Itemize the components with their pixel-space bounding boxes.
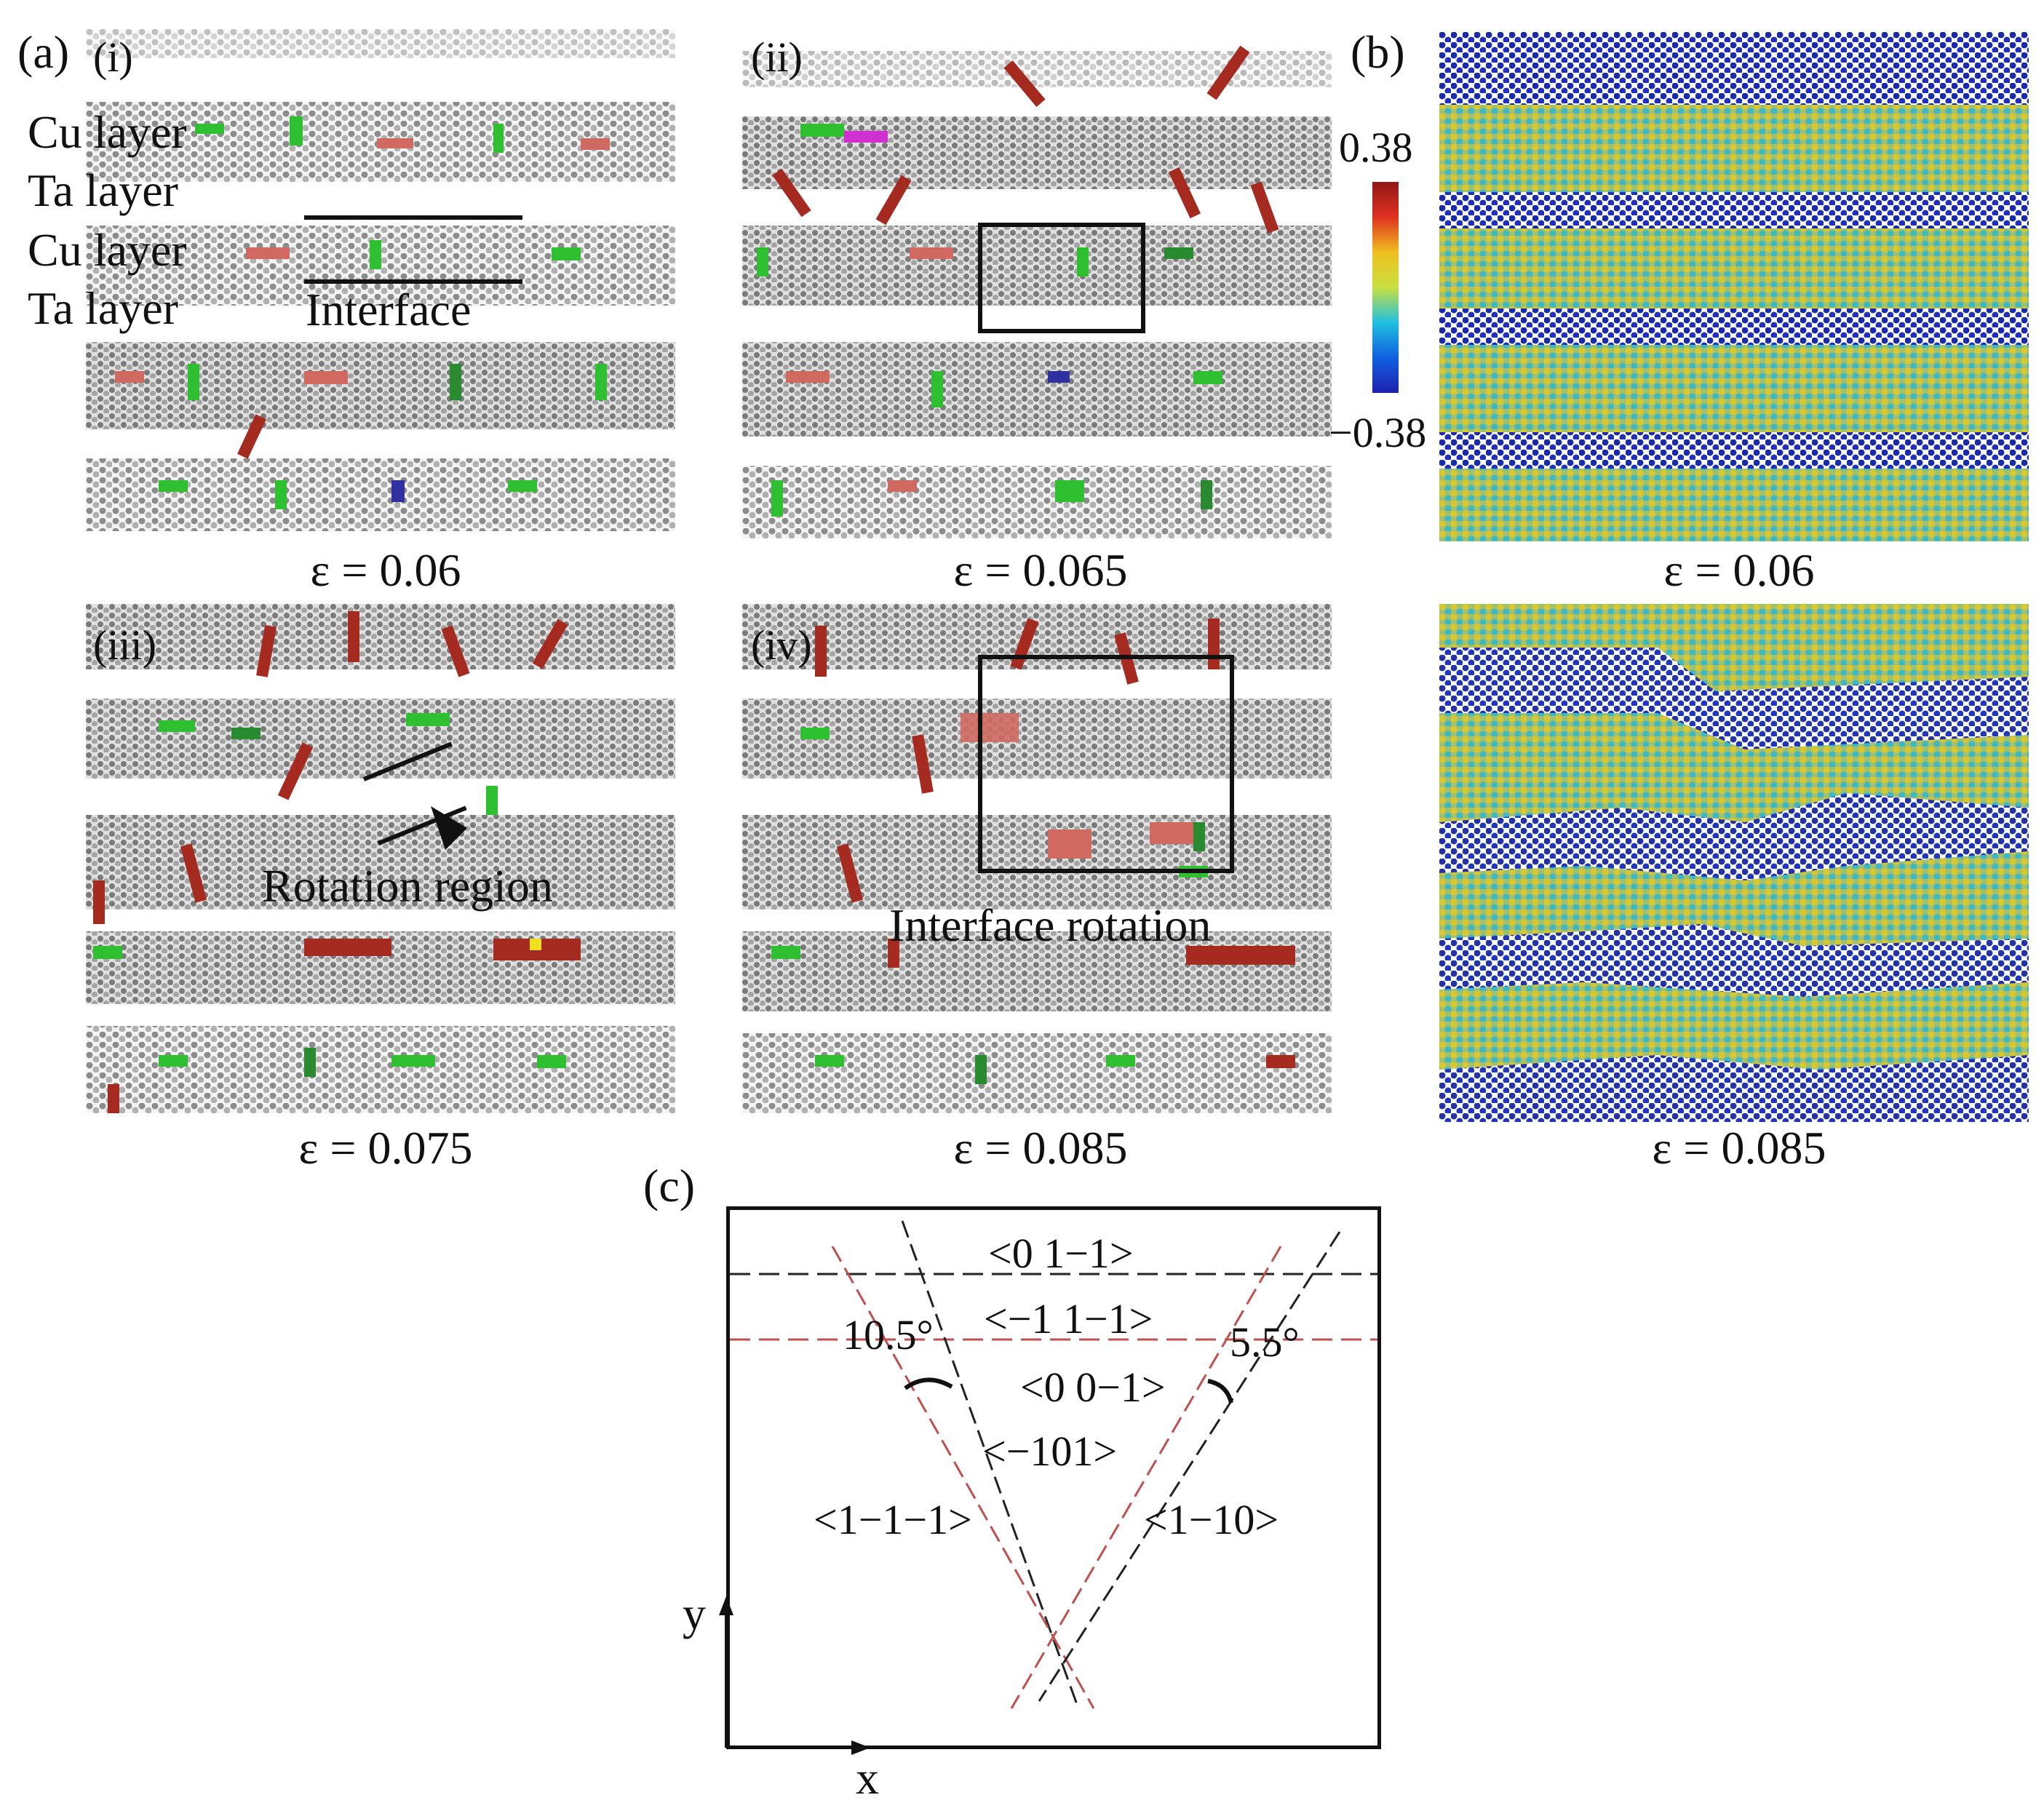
atom-layers-i <box>86 29 675 531</box>
dir-label-00m1: <0 0−1> <box>1020 1364 1166 1411</box>
strain-caption-ii: ε = 0.065 <box>953 544 1128 596</box>
defect-segments-i <box>115 116 610 509</box>
strain-map-bottom-layers <box>1439 604 2029 1122</box>
sub-label-ii: (ii) <box>751 33 803 81</box>
sub-label-iv: (iv) <box>751 621 812 669</box>
sub-label-i: (i) <box>93 33 133 81</box>
panel-b-letter: (b) <box>1351 26 1405 78</box>
dir-label-m101: <−101> <box>982 1428 1118 1475</box>
rotation-arrow <box>431 806 467 850</box>
colorbar-max-label: 0.38 <box>1339 124 1413 171</box>
colorbar <box>1372 182 1399 393</box>
interface-rotation-label: Interface rotation <box>889 899 1212 951</box>
atom-layers-ii <box>742 45 1332 538</box>
md-snapshot-iii <box>86 604 675 1121</box>
interface-label: Interface <box>306 284 472 335</box>
cu-layer-label-1: Cu layer <box>28 106 187 158</box>
interface-line-top <box>304 215 522 220</box>
interface-line-bottom <box>304 279 522 284</box>
md-snapshot-ii <box>742 29 1332 538</box>
strain-caption-iii: ε = 0.075 <box>298 1122 473 1174</box>
md-snapshot-i <box>86 29 675 538</box>
axis-label-y: y <box>683 1588 706 1639</box>
strain-caption-b-top: ε = 0.06 <box>1663 544 1815 596</box>
ta-layer-label-1: Ta layer <box>28 164 178 216</box>
sub-label-iii: (iii) <box>93 621 156 669</box>
strain-caption-i: ε = 0.06 <box>310 544 461 596</box>
panel-a-letter: (a) <box>17 26 70 78</box>
panel-c-letter: (c) <box>643 1160 696 1211</box>
ta-layer-label-2: Ta layer <box>28 282 178 334</box>
axis-label-x: x <box>856 1752 879 1804</box>
highlight-box-ii <box>978 223 1145 333</box>
dir-label-1m10: <1−10> <box>1144 1496 1279 1543</box>
strain-caption-iv: ε = 0.085 <box>953 1122 1128 1174</box>
dir-label-1m1m1: <1−1−1> <box>814 1496 972 1543</box>
cu-layer-label-2: Cu layer <box>28 224 187 276</box>
angle-label-left: 10.5° <box>843 1311 934 1358</box>
orientation-diagram-frame <box>726 1206 1381 1749</box>
strain-map-bottom <box>1439 604 2029 1122</box>
orientation-lines <box>730 1220 1377 1709</box>
strain-map-top-layers <box>1439 32 2029 541</box>
highlight-box-iv <box>978 655 1234 873</box>
rotation-region-label: Rotation region <box>262 860 553 912</box>
xy-axes <box>719 1596 870 1755</box>
dir-label-m11m1: <−1 1−1> <box>984 1295 1153 1342</box>
strain-map-top <box>1439 32 2029 541</box>
atom-layers-iii <box>86 604 675 1113</box>
dir-label-01m1: <0 1−1> <box>988 1230 1134 1277</box>
angle-label-right: 5.5° <box>1230 1318 1300 1366</box>
strain-caption-b-bottom: ε = 0.085 <box>1652 1122 1826 1174</box>
colorbar-min-label: −0.38 <box>1329 409 1427 456</box>
